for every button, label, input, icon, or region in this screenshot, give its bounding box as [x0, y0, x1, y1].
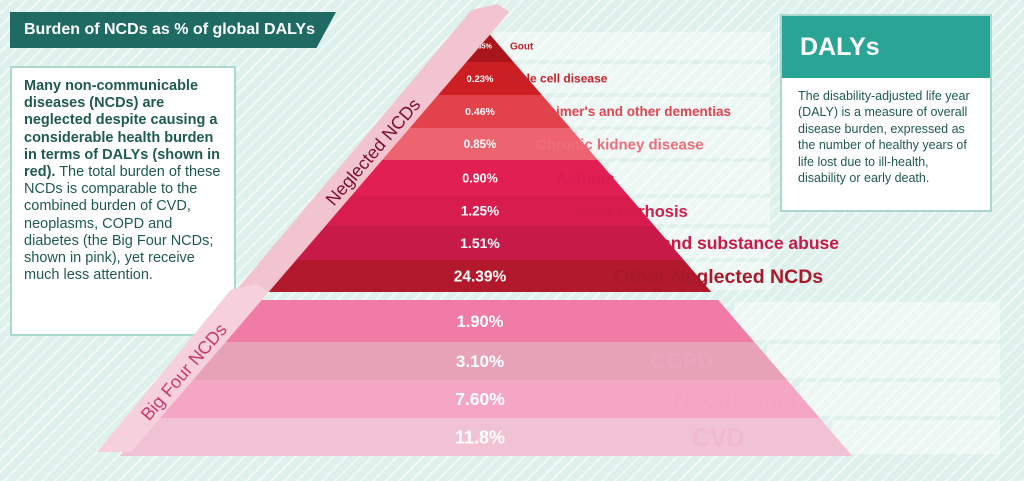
- tier-label-strip: [521, 64, 770, 93]
- tier-value: 0.065%: [468, 43, 493, 50]
- pyramid-tier: [119, 418, 853, 456]
- tier-value: 1.90%: [457, 313, 504, 331]
- dalys-definition-text: The disability-adjusted life year (DALY)…: [798, 89, 970, 186]
- tier-label-strip: [608, 162, 770, 194]
- tier-label: Gout: [510, 42, 534, 53]
- pyramid-tier: [288, 226, 684, 260]
- tier-label: Liver cirrhosis: [574, 203, 688, 221]
- intro-panel: Many non-communicable diseases (NCDs) ar…: [10, 66, 236, 336]
- tier-label-strip: [832, 420, 1000, 454]
- pyramid-tier: [343, 160, 629, 196]
- tier-label-strip: [734, 302, 1000, 340]
- tier-label-strip: [767, 344, 1000, 378]
- intro-text: The total burden of these NCDs is compar…: [24, 164, 221, 284]
- tier-value: 3.10%: [456, 352, 504, 371]
- tier-label: Chronic kidney disease: [536, 136, 704, 153]
- neglected-ncds-group-band: [234, 4, 510, 292]
- tier-value: 11.8%: [455, 427, 505, 447]
- tier-label: Neoplasms: [674, 386, 797, 412]
- big-four-ncds-group-band: [97, 284, 269, 452]
- tier-label: Alzheimer's and other dementias: [520, 104, 731, 119]
- tier-label: COPD: [650, 349, 714, 374]
- tier-label: CVD: [692, 424, 745, 452]
- dalys-definition-panel: DALYs The disability-adjusted life year …: [780, 14, 992, 212]
- pyramid-tier: [401, 95, 571, 128]
- tier-label: Asthma: [556, 171, 615, 188]
- tier-value: 0.90%: [462, 171, 497, 185]
- tier-label: Alcohol and substance abuse: [592, 233, 839, 253]
- dalys-title: DALYs: [782, 16, 990, 78]
- intro-bold-text: Many non-communicable diseases (NCDs) ar…: [24, 78, 221, 181]
- tier-label-strip: [799, 382, 1000, 416]
- tier-value: 1.51%: [460, 235, 500, 251]
- tier-label: Sickle cell disease: [502, 72, 608, 86]
- tier-label-strip: [663, 228, 770, 258]
- pyramid-tier: [217, 300, 755, 342]
- tier-label-strip: [634, 198, 770, 224]
- tier-value: 7.60%: [455, 389, 505, 409]
- pyramid-tier: [317, 196, 655, 226]
- chart-title: Burden of NCDs as % of global DALYs: [10, 12, 336, 48]
- tier-value: 0.46%: [465, 106, 495, 118]
- pyramid-tier: [185, 342, 787, 380]
- tier-label-strip: [493, 32, 770, 60]
- tier-label: Diabetes: [634, 310, 722, 333]
- pyramid-tier: [374, 128, 598, 160]
- pyramid-tier: [260, 260, 712, 292]
- pyramid-tier: [152, 380, 820, 418]
- tier-label-strip: [550, 97, 770, 126]
- tier-value: 0.85%: [464, 139, 497, 151]
- tier-value: 1.25%: [461, 204, 499, 219]
- tier-value: 0.23%: [467, 74, 494, 85]
- tier-label: Other Neglected NCDs: [614, 266, 823, 288]
- tier-label-strip: [577, 130, 770, 158]
- tier-value: 24.39%: [454, 268, 507, 285]
